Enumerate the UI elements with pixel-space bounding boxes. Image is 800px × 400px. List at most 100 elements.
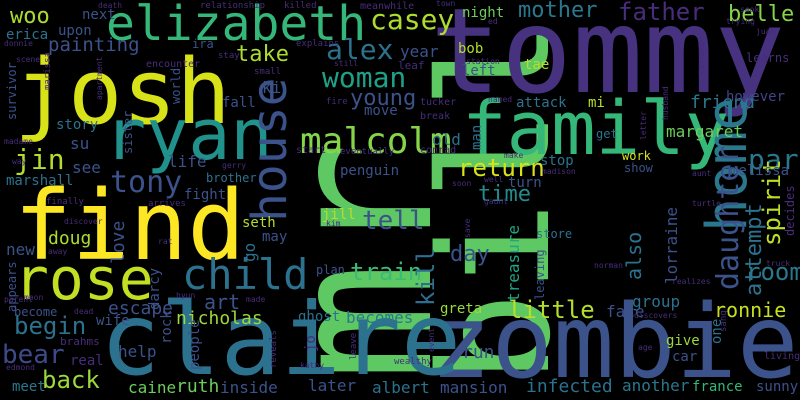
- word-leaving: leaving: [533, 249, 547, 300]
- word-group: group: [632, 292, 681, 311]
- word-dead: dead: [74, 307, 94, 316]
- word-next: next: [82, 7, 116, 23]
- word-later: later: [308, 376, 357, 395]
- word-ed: ed: [488, 17, 498, 26]
- word-way: way: [12, 157, 27, 166]
- word-fall: fall: [222, 95, 256, 111]
- word-tae: tae: [524, 57, 550, 73]
- word-rat: rat: [158, 237, 173, 246]
- word-doug: doug: [48, 228, 92, 249]
- word-age: age: [638, 343, 653, 352]
- word-love: love: [108, 220, 129, 264]
- word-becomes: becomes: [346, 308, 414, 327]
- word-store: store: [536, 227, 573, 241]
- word-soon: soon: [452, 179, 472, 188]
- word-brother: brother: [206, 171, 257, 185]
- word-well: well: [484, 175, 504, 184]
- word-story: story: [56, 117, 99, 133]
- word-decides: decides: [783, 185, 797, 236]
- word-donnie: donnie: [4, 39, 33, 48]
- word-sister: sister: [121, 110, 135, 154]
- word-relationship: relationship: [200, 1, 266, 11]
- word-tony: tony: [110, 165, 183, 200]
- word-casey: casey: [370, 3, 455, 36]
- word-year: year: [400, 42, 439, 61]
- word-made: made: [246, 295, 266, 304]
- word-darcy: darcy: [147, 267, 163, 310]
- word-escape: escape: [108, 298, 174, 319]
- word-however: however: [726, 89, 786, 105]
- word-seok: seok: [740, 5, 760, 14]
- word-marshall: marshall: [6, 173, 74, 189]
- word-explains: explains: [296, 39, 340, 49]
- word-jill: jill: [322, 207, 356, 223]
- word-upon: upon: [58, 23, 92, 39]
- word-bear: bear: [2, 340, 65, 370]
- word-survivor: survivor: [5, 62, 19, 120]
- word-woo: woo: [10, 4, 50, 29]
- word-marissa: marissa: [43, 52, 53, 90]
- word-aunt: aunt: [692, 169, 712, 178]
- word-norman: norman: [594, 261, 623, 270]
- word-turn: turn: [508, 175, 542, 191]
- word-erica: erica: [6, 27, 49, 43]
- word-leave: leave: [349, 332, 359, 360]
- word-work: work: [622, 149, 651, 163]
- word-find: find: [14, 170, 246, 282]
- word-discover: discover: [64, 217, 103, 226]
- word-meanwhile: meanwhile: [360, 1, 415, 12]
- word-treasure: treasure: [504, 224, 523, 302]
- word-get: get: [596, 127, 618, 141]
- word-woman: woman: [322, 61, 407, 94]
- word-fight: fight: [184, 187, 227, 203]
- word-tell: tell: [362, 206, 425, 236]
- word-wife: wife: [96, 313, 130, 329]
- word-moon: moon: [24, 293, 44, 302]
- word-sang: sang: [719, 310, 729, 332]
- word-painting: painting: [48, 34, 140, 56]
- word-living: living: [764, 351, 800, 362]
- word-tommy: tommy: [430, 0, 786, 120]
- word-parent: parent: [4, 295, 33, 304]
- word-caine: caine: [128, 378, 177, 397]
- word-encounter: encounter: [146, 59, 201, 70]
- word-young: young: [350, 86, 417, 111]
- word-mansion: mansion: [440, 378, 508, 397]
- word-real: real: [70, 353, 104, 369]
- word-killed: killed: [284, 1, 317, 11]
- word-apartment: apartment: [95, 56, 104, 100]
- word-attack: attack: [516, 95, 567, 111]
- word-josh: josh: [14, 40, 231, 145]
- word-lorraine: lorraine: [662, 206, 681, 284]
- word-run: run: [462, 342, 495, 363]
- word-man: man: [469, 124, 485, 150]
- word-return: return: [458, 154, 545, 182]
- word-see: see: [72, 158, 101, 177]
- word-event: event: [427, 327, 436, 352]
- word-greta: greta: [440, 301, 483, 317]
- word-madame: madame: [4, 137, 33, 146]
- word-discovers: discovers: [634, 311, 678, 320]
- word-life: life: [168, 152, 207, 171]
- word-madison: madison: [542, 167, 576, 176]
- word-away: away: [48, 247, 68, 256]
- word-time: time: [478, 182, 531, 207]
- word-gerry: gerry: [222, 161, 247, 170]
- word-ruth: ruth: [176, 376, 220, 397]
- word-conrad: conrad: [420, 145, 457, 156]
- word-claire: claire: [100, 281, 462, 398]
- word-truck: truck: [766, 259, 791, 268]
- word-begin: begin: [14, 312, 87, 340]
- word-tornado: tornado: [697, 40, 706, 74]
- word-fire: fire: [326, 97, 348, 107]
- word-edmond: edmond: [6, 363, 35, 372]
- word-france: france: [692, 379, 743, 395]
- word-finally: finally: [46, 197, 84, 207]
- word-learns: learns: [746, 51, 790, 65]
- word-wealthy: wealthy: [394, 357, 432, 367]
- word-named: named: [488, 95, 513, 104]
- word-bob: bob: [458, 41, 484, 57]
- word-another: another: [622, 376, 690, 395]
- word-give: give: [666, 333, 700, 349]
- word-inside: inside: [220, 378, 278, 397]
